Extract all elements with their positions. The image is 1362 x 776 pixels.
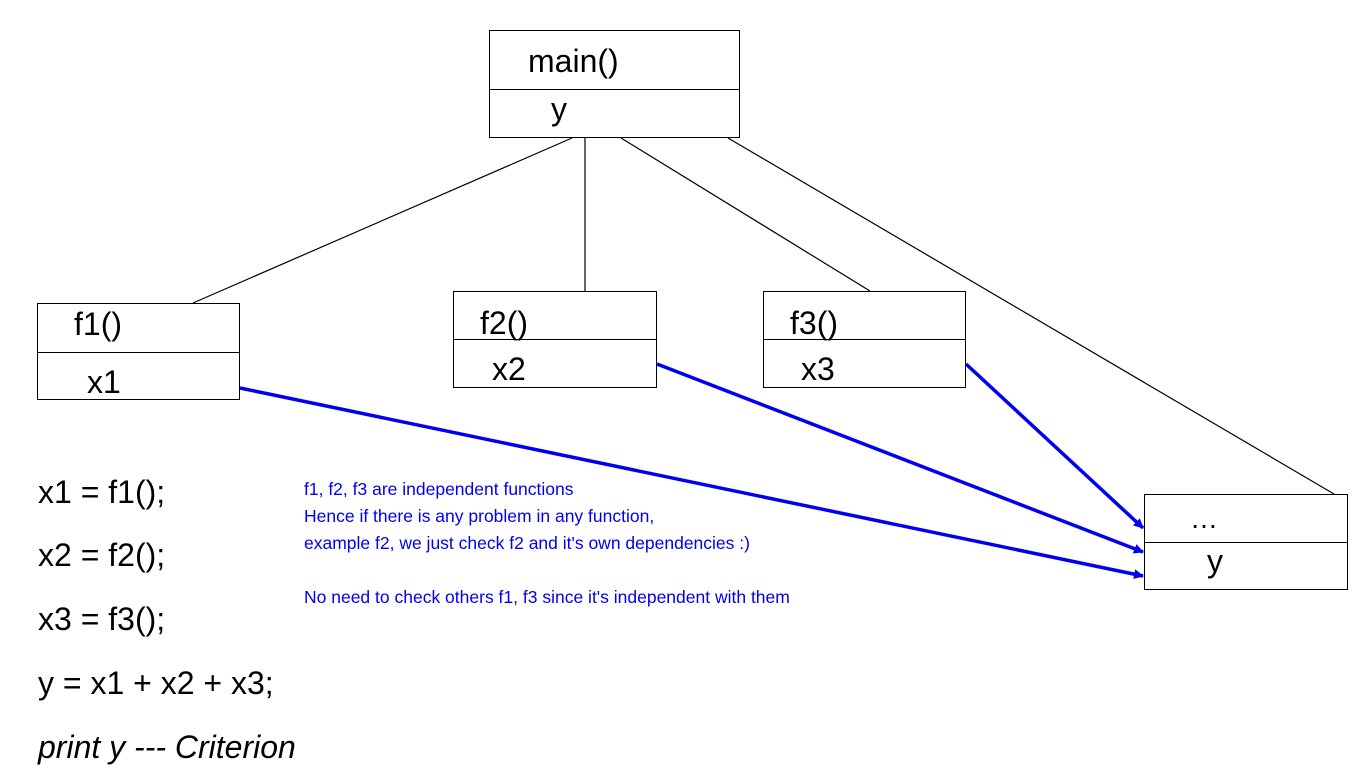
edge-main-f1 <box>192 137 573 304</box>
annotation-line-3: example f2, we just check f2 and it's ow… <box>304 533 750 553</box>
node-f1-var: x1 <box>87 364 121 400</box>
annotation-line-1: f1, f2, f3 are independent functions <box>304 479 574 499</box>
code-line-x1: x1 = f1(); <box>38 474 166 510</box>
node-divider <box>38 352 239 353</box>
node-divider <box>454 339 656 340</box>
node-f1-title: f1() <box>74 306 122 342</box>
code-line-x3: x3 = f3(); <box>38 601 166 637</box>
arrow-x3-to-y <box>964 362 1145 530</box>
code-line-criterion: print y --- Criterion <box>38 729 296 765</box>
node-divider <box>1145 542 1347 543</box>
edge-main-target <box>727 137 1335 495</box>
node-main: main() y <box>489 30 740 138</box>
node-target-var: y <box>1207 543 1223 579</box>
node-main-var: y <box>551 91 567 127</box>
node-main-title: main() <box>528 43 619 79</box>
edge-main-f3 <box>620 137 871 292</box>
arrow-x2-to-y <box>656 362 1144 554</box>
code-line-y: y = x1 + x2 + x3; <box>38 665 274 701</box>
annotation-line-4: No need to check others f1, f3 since it'… <box>304 587 790 607</box>
node-f3-var: x3 <box>801 351 835 387</box>
node-target: … y <box>1144 494 1348 590</box>
node-divider <box>490 89 739 90</box>
node-f3-title: f3() <box>790 305 838 341</box>
node-f2: f2() x2 <box>453 291 657 388</box>
code-line-x2: x2 = f2(); <box>38 537 166 573</box>
node-f3: f3() x3 <box>763 291 966 388</box>
node-f1: f1() x1 <box>37 303 240 400</box>
node-target-title: … <box>1190 503 1222 534</box>
annotation-line-2: Hence if there is any problem in any fun… <box>304 506 655 526</box>
node-f2-var: x2 <box>492 351 526 387</box>
node-divider <box>764 339 965 340</box>
arrow-x1-to-y <box>239 386 1144 580</box>
node-f2-title: f2() <box>480 305 528 341</box>
